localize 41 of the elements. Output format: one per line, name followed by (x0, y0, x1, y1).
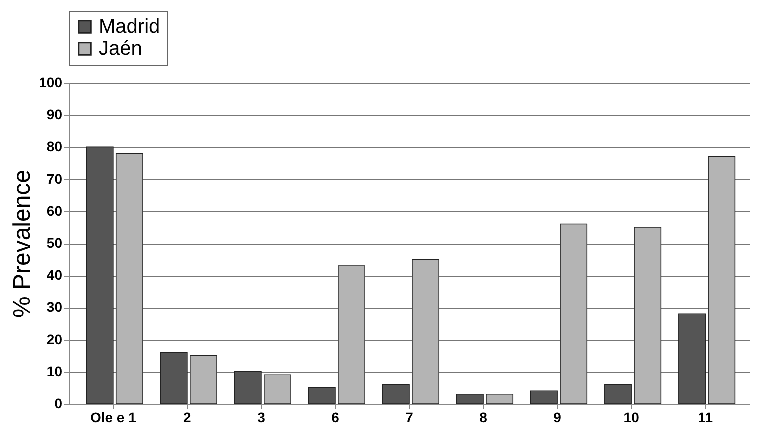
y-tick-label: 80 (46, 138, 63, 155)
x-tick-label: 10 (624, 410, 640, 426)
y-tick-label: 40 (46, 267, 63, 284)
x-tick-label: 9 (554, 410, 562, 426)
bar (160, 352, 188, 404)
legend-label: Jaén (99, 38, 142, 60)
y-axis-title: % Prevalence (9, 170, 36, 318)
legend-label: Madrid (99, 16, 160, 38)
bar (560, 224, 588, 404)
bar (264, 374, 292, 404)
bar (86, 146, 114, 404)
bar (308, 388, 336, 404)
x-tick-label: 2 (184, 410, 192, 426)
x-tick-label: 8 (480, 410, 488, 426)
bar (234, 372, 262, 404)
y-tick-label: 10 (46, 363, 63, 380)
bar (412, 259, 440, 404)
y-tick-label: 30 (46, 299, 63, 316)
bar (530, 390, 558, 404)
x-tick-label: 3 (258, 410, 266, 426)
bar (604, 384, 632, 404)
y-tick-label: 100 (39, 74, 63, 90)
bar (382, 384, 410, 404)
bar (634, 227, 662, 404)
bar (116, 153, 144, 404)
y-tick-label: 70 (46, 170, 63, 187)
bar (190, 355, 218, 404)
bar (486, 394, 514, 404)
bar (456, 394, 484, 404)
y-tick-label: 0 (54, 396, 63, 412)
y-tick-label: 60 (46, 202, 63, 219)
x-tick-label: Ole e 1 (90, 410, 137, 426)
x-tick-label: 6 (332, 410, 340, 426)
bar (338, 266, 366, 404)
bar (708, 156, 736, 404)
y-tick-label: 20 (46, 331, 63, 348)
x-tick-label: 7 (406, 410, 414, 426)
y-tick-label: 90 (46, 106, 63, 123)
bar (678, 314, 706, 404)
y-tick-label: 50 (46, 235, 63, 251)
x-tick-label: 11 (698, 410, 714, 426)
